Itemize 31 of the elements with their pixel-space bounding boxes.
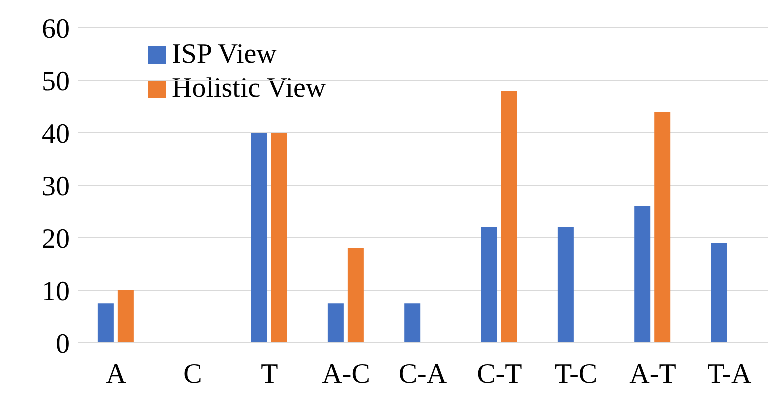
bar <box>711 243 728 343</box>
bar <box>98 304 114 343</box>
x-tick-label: C <box>184 358 202 390</box>
legend-label: ISP View <box>172 38 277 72</box>
x-tick-label: C-T <box>477 358 522 390</box>
bar <box>558 228 574 343</box>
bar <box>654 112 671 343</box>
bar <box>634 206 651 343</box>
x-tick-label: C-A <box>398 358 448 390</box>
y-tick-label: 40 <box>42 118 70 150</box>
y-tick-label: 20 <box>42 224 70 255</box>
legend-label: Holistic View <box>172 72 326 106</box>
bar <box>404 304 421 343</box>
y-tick-label: 30 <box>42 171 70 202</box>
x-tick-label: A <box>106 358 128 390</box>
bar <box>348 248 364 343</box>
bar <box>501 91 518 343</box>
x-tick-label: T-A <box>708 358 752 390</box>
bar <box>118 290 134 343</box>
x-tick-label: T-C <box>555 358 598 390</box>
y-tick-label: 0 <box>56 328 70 360</box>
x-tick-label: A-C <box>322 358 370 390</box>
bar <box>271 133 288 343</box>
bar <box>481 228 498 343</box>
bar <box>328 304 344 343</box>
x-tick-label: A-T <box>630 358 676 390</box>
y-tick-label: 10 <box>42 276 70 308</box>
y-tick-label: 60 <box>42 14 70 45</box>
bar <box>251 133 268 343</box>
y-tick-label: 50 <box>42 66 70 98</box>
x-tick-label: T <box>261 358 278 390</box>
